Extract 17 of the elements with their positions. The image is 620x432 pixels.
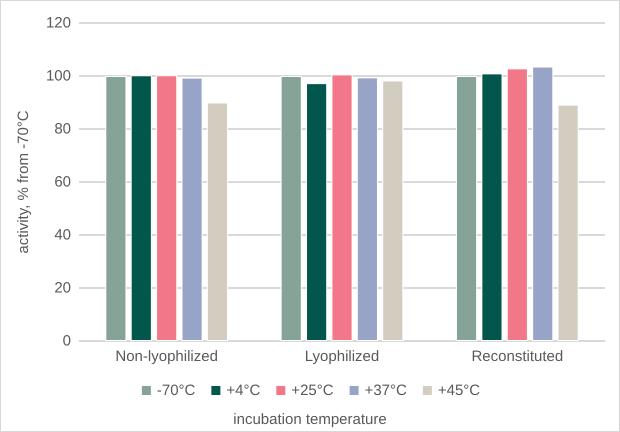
x-tick-label: Reconstituted xyxy=(471,348,564,365)
x-tick-label: Lyophilized xyxy=(304,348,380,365)
legend-label: -70°C xyxy=(156,382,196,399)
y-tick-label: 0 xyxy=(62,332,71,350)
y-tick-label: 100 xyxy=(46,68,71,84)
y-tick-label: 80 xyxy=(54,120,71,138)
legend-label: +45°C xyxy=(438,382,480,399)
y-tick-label: 20 xyxy=(54,280,71,296)
y-tick-label: 40 xyxy=(54,226,71,244)
y-tick-label: 120 xyxy=(46,14,71,32)
x-tick-label: Non-lyophilized xyxy=(115,348,218,365)
legend-label: +25°C xyxy=(291,382,334,399)
legend-label: +37°C xyxy=(364,382,408,399)
x-axis-title: incubation temperature xyxy=(233,411,387,428)
legend-label: +4°C xyxy=(226,382,260,399)
y-tick-label: 60 xyxy=(54,174,71,190)
y-axis-title: activity, % from -70°C xyxy=(15,110,32,254)
